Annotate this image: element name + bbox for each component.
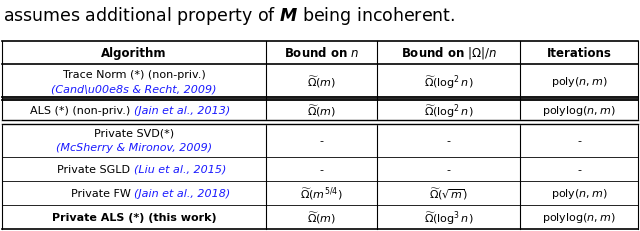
Text: (McSherry & Mironov, 2009): (McSherry & Mironov, 2009)	[56, 142, 212, 152]
Text: ALS (*) (non-priv.): ALS (*) (non-priv.)	[30, 106, 134, 116]
Text: Iterations: Iterations	[547, 47, 612, 60]
Text: Private SGLD: Private SGLD	[58, 164, 134, 174]
Text: (Liu et al., 2015): (Liu et al., 2015)	[134, 164, 227, 174]
Text: -: -	[319, 135, 324, 145]
Text: $\widetilde{\Omega}(\log^2 n)$: $\widetilde{\Omega}(\log^2 n)$	[424, 73, 474, 91]
Text: $\widetilde{\Omega}(\log^2 n)$: $\widetilde{\Omega}(\log^2 n)$	[424, 102, 474, 120]
Text: -: -	[447, 164, 451, 174]
Text: (Jain et al., 2018): (Jain et al., 2018)	[134, 188, 230, 198]
Text: -: -	[447, 135, 451, 145]
Text: $\widetilde{\Omega}(\log^3 n)$: $\widetilde{\Omega}(\log^3 n)$	[424, 208, 474, 226]
Text: -: -	[577, 164, 581, 174]
Text: (Cand\u00e8s & Recht, 2009): (Cand\u00e8s & Recht, 2009)	[51, 84, 217, 94]
Text: Bound on $n$: Bound on $n$	[284, 46, 359, 60]
Text: $\mathrm{polylog}(n,m)$: $\mathrm{polylog}(n,m)$	[542, 210, 616, 224]
Text: $\widetilde{\Omega}(m^{5/4})$: $\widetilde{\Omega}(m^{5/4})$	[300, 185, 343, 201]
Text: Trace Norm (*) (non-priv.): Trace Norm (*) (non-priv.)	[63, 70, 205, 80]
Text: $\widetilde{\Omega}(m)$: $\widetilde{\Omega}(m)$	[307, 74, 336, 90]
Text: $\mathrm{poly}(n,m)$: $\mathrm{poly}(n,m)$	[550, 186, 607, 200]
Text: Private ALS (*) (this work): Private ALS (*) (this work)	[52, 212, 216, 222]
Text: $\widetilde{\Omega}(m)$: $\widetilde{\Omega}(m)$	[307, 209, 336, 225]
Text: $\mathrm{poly}(n,m)$: $\mathrm{poly}(n,m)$	[550, 75, 607, 89]
Text: Bound on $|\Omega|/n$: Bound on $|\Omega|/n$	[401, 45, 497, 61]
Text: (Jain et al., 2013): (Jain et al., 2013)	[134, 106, 230, 116]
Text: $\widetilde{\Omega}(m)$: $\widetilde{\Omega}(m)$	[307, 103, 336, 119]
Text: Private FW: Private FW	[70, 188, 134, 198]
Text: $\mathrm{polylog}(n,m)$: $\mathrm{polylog}(n,m)$	[542, 104, 616, 118]
Text: Algorithm: Algorithm	[101, 47, 166, 60]
Text: assumes additional property of $\boldsymbol{M}$ being incoherent.: assumes additional property of $\boldsym…	[3, 5, 455, 27]
Text: -: -	[319, 164, 324, 174]
Text: Private SVD(*): Private SVD(*)	[94, 128, 174, 138]
Text: -: -	[577, 135, 581, 145]
Text: $\widetilde{\Omega}(\sqrt{m})$: $\widetilde{\Omega}(\sqrt{m})$	[429, 185, 468, 201]
